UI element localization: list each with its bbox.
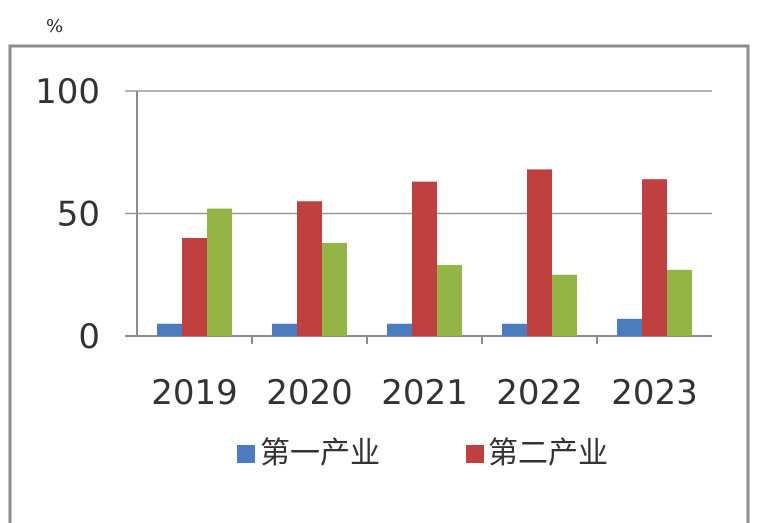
legend-swatch	[466, 445, 484, 463]
x-tick-labels: 2019 2020 2021 2022 2023	[151, 373, 698, 413]
bar-series-3-2022	[552, 274, 577, 336]
y-tick-label: 0	[78, 317, 100, 357]
bar-series-3-2023	[667, 269, 692, 336]
bar-series-3-2021	[437, 264, 462, 336]
bar-series-2-2020	[297, 201, 322, 336]
y-tick-label: 50	[57, 195, 100, 235]
bars	[157, 169, 692, 336]
chart-frame	[8, 44, 750, 523]
bar-series-2-2019	[182, 238, 207, 336]
x-tick-label: 2023	[611, 373, 698, 413]
bar-series-3-2019	[207, 208, 232, 336]
x-tick-label: 2021	[381, 373, 468, 413]
y-tick-labels: 0 50 100	[35, 72, 100, 357]
x-tick-label: 2022	[496, 373, 583, 413]
x-tick-label: 2020	[266, 373, 353, 413]
bar-series-1-2022	[502, 323, 527, 336]
bar-series-1-2019	[157, 323, 182, 336]
bar-series-2-2023	[642, 179, 667, 336]
unit-label: %	[46, 16, 63, 37]
bar-series-1-2020	[272, 323, 297, 336]
bar-series-3-2020	[322, 242, 347, 336]
bar-series-2-2022	[527, 169, 552, 336]
y-tick-label: 100	[35, 72, 100, 112]
bar-series-2-2021	[412, 181, 437, 336]
legend: 第一产业 第二产业	[237, 436, 608, 471]
bar-series-1-2023	[617, 318, 642, 336]
bar-series-1-2021	[387, 323, 412, 336]
legend-label: 第一产业	[260, 436, 380, 471]
legend-label: 第二产业	[488, 436, 608, 471]
legend-swatch	[237, 445, 255, 463]
x-tick-label: 2019	[151, 373, 238, 413]
